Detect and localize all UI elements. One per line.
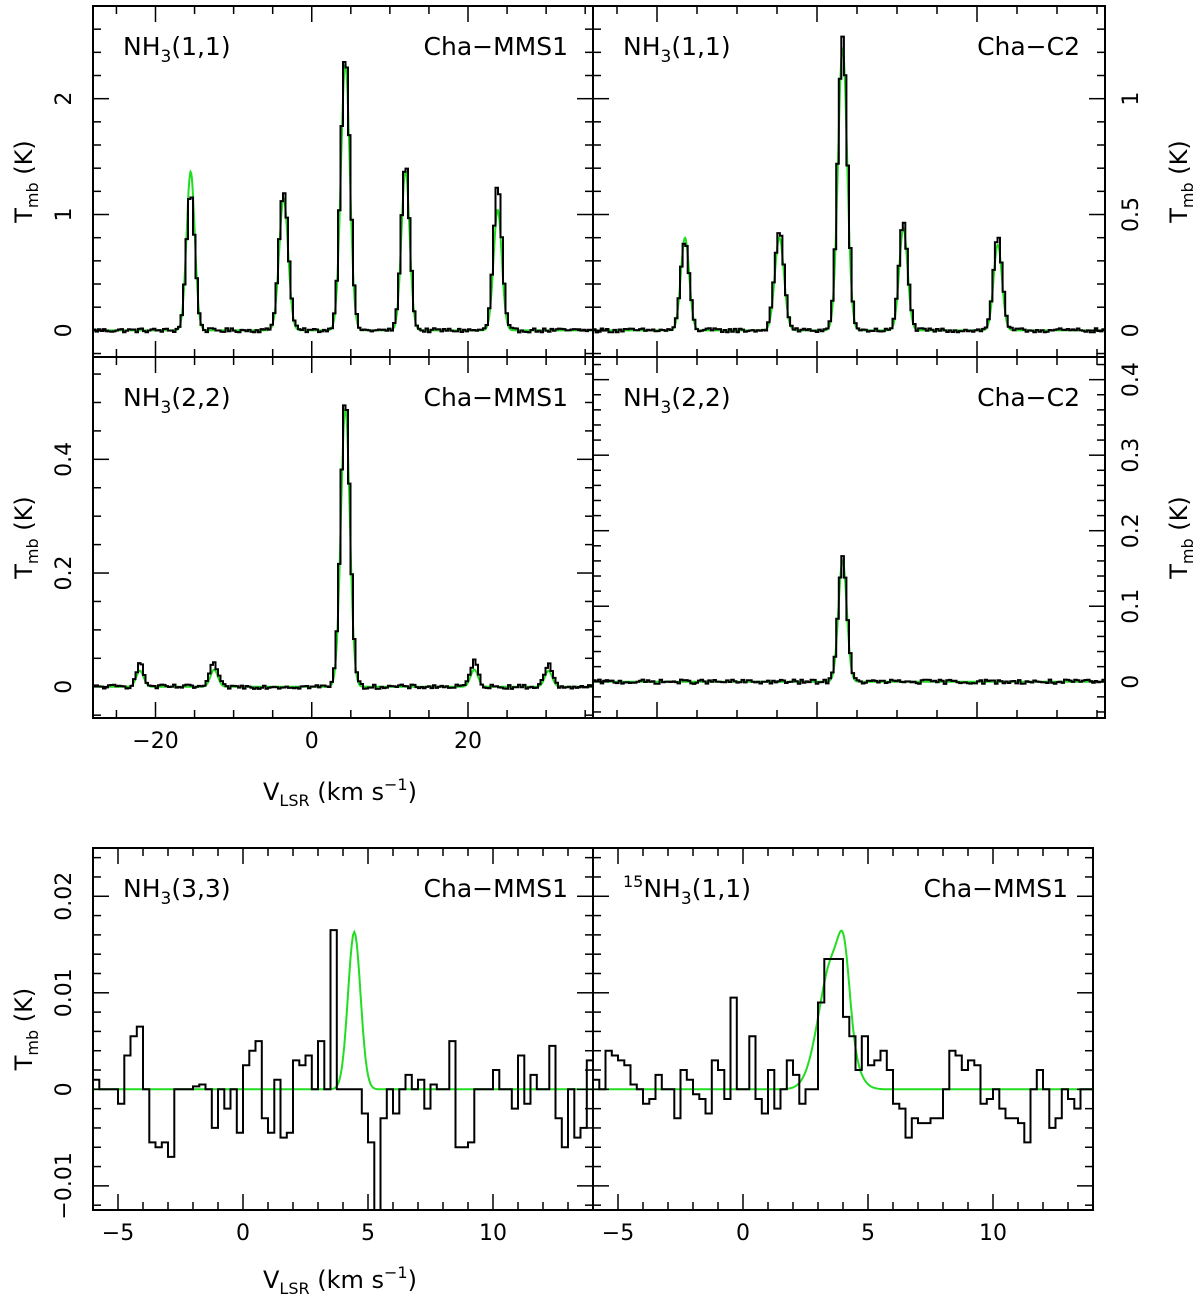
y-tick-label: 0.1: [1119, 589, 1144, 624]
y-tick-label: 0.2: [52, 556, 77, 591]
observed-spectrum: [593, 958, 1093, 1144]
y-tick-label: 0.4: [1119, 362, 1144, 397]
y-axis-label: Tmb (K): [10, 496, 42, 580]
y-ticks: [593, 856, 1093, 1206]
source-label: Cha−C2: [977, 383, 1080, 412]
x-axis-label-bottom: VLSR (km s−1): [263, 1263, 417, 1298]
x-ticks: [592, 848, 1094, 1210]
observed-spectrum: [593, 555, 1105, 685]
x-tick-label: −20: [132, 729, 178, 754]
source-label: Cha−MMS1: [424, 874, 568, 903]
y-tick-label: −0.01: [52, 1152, 77, 1219]
x-tick-label: 10: [479, 1221, 507, 1246]
y-tick-label: 0: [52, 323, 77, 337]
x-ticks: [92, 848, 594, 1210]
panel-2: 0 0.5 1 Tmb (K) NH3(1,1) Cha−C2: [592, 5, 1197, 358]
x-tick-label: 0: [236, 1221, 250, 1246]
y-axis-label: Tmb (K): [1165, 140, 1197, 224]
y-tick-label: 0.5: [1119, 197, 1144, 232]
panels-layer: 0 1 2 Tmb (K) NH3(1,1) Cha−MMS1 0 0.5 1 Tmb (K) NH…: [10, 5, 1197, 1246]
transition-label: NH3(2,2): [623, 383, 731, 418]
source-label: Cha−MMS1: [424, 383, 568, 412]
y-tick-label: 0.4: [52, 442, 77, 477]
panel-1: 0 1 2 Tmb (K) NH3(1,1) Cha−MMS1: [10, 5, 594, 358]
panel-5: −0.01 0 0.01 0.02 −5 0 5 10 Tmb (K) NH3(3,3) Cha−M…: [10, 847, 594, 1246]
y-axis-label: Tmb (K): [1165, 496, 1197, 580]
source-label: Cha−C2: [977, 32, 1080, 61]
y-tick-label: 2: [52, 92, 77, 106]
y-tick-label: 0.02: [52, 872, 77, 921]
x-ticks: [616, 6, 1098, 357]
observed-spectrum: [93, 404, 593, 690]
source-label: Cha−MMS1: [424, 32, 568, 61]
y-tick-label: 1: [52, 208, 77, 222]
x-ticks: [115, 357, 586, 718]
source-label: Cha−MMS1: [924, 874, 1068, 903]
x-ticks: [616, 357, 1098, 718]
transition-label: NH3(1,1): [123, 32, 231, 67]
y-tick-label: 0.01: [52, 968, 77, 1017]
x-tick-label: 10: [979, 1221, 1007, 1246]
observed-spectrum: [93, 929, 593, 1210]
observed-spectrum: [93, 61, 593, 334]
transition-label: NH3(3,3): [123, 874, 231, 909]
y-ticks: [93, 5, 593, 355]
x-tick-label: 0: [736, 1221, 750, 1246]
panel-6: −5 0 5 10 15NH3(1,1) Cha−MMS1: [592, 847, 1094, 1246]
y-axis-label: Tmb (K): [10, 988, 42, 1072]
panel-frame: [592, 356, 1106, 719]
transition-label: NH3(2,2): [123, 383, 231, 418]
x-axis-label-top: VLSR (km s−1): [263, 775, 417, 810]
y-ticks: [93, 856, 593, 1206]
panel-3: 0 0.2 0.4 −20 0 20 Tmb (K) NH3(2,2) Cha−MMS1: [10, 356, 594, 754]
x-tick-label: 0: [305, 729, 319, 754]
x-tick-label: −5: [602, 1221, 634, 1246]
y-tick-label: 0.2: [1119, 513, 1144, 548]
x-ticks: [115, 6, 586, 357]
y-tick-label: 0: [1119, 323, 1144, 337]
y-tick-label: 1: [1119, 92, 1144, 106]
y-tick-label: 0: [52, 680, 77, 694]
x-tick-label: 5: [361, 1221, 375, 1246]
x-tick-label: −5: [102, 1221, 134, 1246]
transition-label: NH3(1,1): [623, 32, 731, 67]
x-tick-label: 20: [454, 729, 482, 754]
fit-curve: [593, 929, 1093, 1091]
y-ticks: [93, 373, 593, 716]
y-axis-label: Tmb (K): [10, 140, 42, 224]
y-tick-label: 0.3: [1119, 438, 1144, 473]
y-tick-label: 0: [52, 1082, 77, 1096]
x-tick-label: 5: [861, 1221, 875, 1246]
transition-label: 15NH3(1,1): [623, 872, 751, 909]
y-ticks: [593, 363, 1105, 713]
y-tick-label: 0: [1119, 675, 1144, 689]
y-ticks: [593, 5, 1105, 355]
panel-4: 0 0.1 0.2 0.3 0.4 Tmb (K) NH3(2,2) Cha−C2: [592, 356, 1197, 719]
observed-spectrum: [593, 35, 1105, 334]
